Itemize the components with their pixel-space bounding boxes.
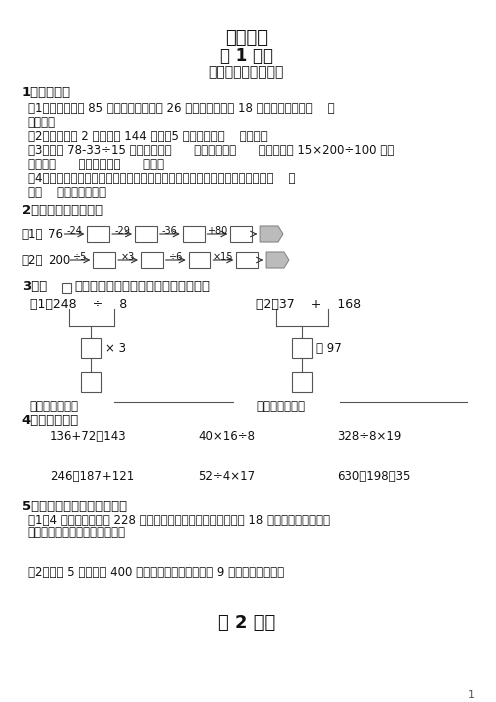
Text: 200: 200 (48, 255, 70, 267)
Text: 1: 1 (468, 690, 475, 700)
Text: （2）一辆轿车 2 小时行驶 144 千米，5 小时能行驶（    ）千米。: （2）一辆轿车 2 小时行驶 144 千米，5 小时能行驶（ ）千米。 (28, 129, 267, 143)
Text: × 3: × 3 (105, 341, 126, 355)
Text: 1、填一填。: 1、填一填。 (22, 86, 71, 98)
Text: 列出综合算式：: 列出综合算式： (256, 399, 305, 413)
Text: +80: +80 (207, 226, 228, 236)
Bar (236, 252, 258, 268)
Text: 要先算（      ）法，再算（      ）法。: 要先算（ ）法，再算（ ）法。 (28, 157, 164, 171)
Text: ÷5: ÷5 (73, 252, 88, 262)
Text: ×3: ×3 (121, 252, 135, 262)
Text: 这列火车一共可以运煤多少吨？: 这列火车一共可以运煤多少吨？ (28, 526, 126, 540)
Text: 630－198－35: 630－198－35 (338, 470, 411, 482)
Text: 第 1 课时: 第 1 课时 (220, 47, 273, 65)
Text: 4、脱式计算。: 4、脱式计算。 (22, 413, 79, 427)
Text: （2）: （2） (22, 255, 43, 267)
Bar (62, 283, 71, 293)
Polygon shape (266, 252, 289, 268)
Text: 列出综合算式：: 列出综合算式： (30, 399, 79, 413)
Text: -36: -36 (162, 226, 178, 236)
Bar (230, 226, 252, 242)
Text: 第 2 课时: 第 2 课时 (218, 614, 275, 632)
Text: 136+72－143: 136+72－143 (50, 430, 126, 442)
Bar (135, 226, 157, 242)
Bar (292, 372, 312, 392)
Text: 246－187+121: 246－187+121 (50, 470, 134, 482)
Text: 40×16÷8: 40×16÷8 (198, 430, 255, 442)
Text: -24: -24 (66, 226, 82, 236)
Text: 加减、乘除混合运算: 加减、乘除混合运算 (208, 65, 284, 79)
Text: （2）小明 5 分钟跑了 400 米，照这样的速度，小明 9 分钟能跑多少米？: （2）小明 5 分钟跑了 400 米，照这样的速度，小明 9 分钟能跑多少米？ (28, 567, 284, 579)
Text: （1）248    ÷    8: （1）248 ÷ 8 (30, 298, 127, 310)
Text: （1）: （1） (22, 228, 43, 241)
Text: 328÷8×19: 328÷8×19 (338, 430, 402, 442)
Text: -29: -29 (114, 226, 130, 236)
Bar (87, 226, 109, 242)
Bar (81, 372, 101, 392)
Text: 52÷4×17: 52÷4×17 (198, 470, 256, 482)
Bar (183, 226, 204, 242)
Text: 2、比一比，谁最快。: 2、比一比，谁最快。 (22, 204, 103, 216)
Text: 四则运算: 四则运算 (225, 29, 268, 47)
Text: ×15: ×15 (213, 252, 234, 262)
Bar (292, 338, 312, 358)
Text: （2）37    +    168: （2）37 + 168 (256, 298, 361, 310)
Text: （1）4 节车厢一共装煤 228 吨，照这样计算，如果一列火车有 18 节这样的车厢，那么: （1）4 节车厢一共装煤 228 吨，照这样计算，如果一列火车有 18 节这样的… (28, 513, 330, 526)
Text: － 97: － 97 (316, 341, 341, 355)
Bar (93, 252, 115, 268)
Text: （4）在没有括号的算式里，如果只有加、减法或者只有乘、除法，都要按从（    ）: （4）在没有括号的算式里，如果只有加、减法或者只有乘、除法，都要按从（ ） (28, 171, 295, 185)
Text: 5、列综合算式，解决问题。: 5、列综合算式，解决问题。 (22, 500, 127, 512)
Bar (188, 252, 210, 268)
Text: 3、在: 3、在 (22, 279, 47, 293)
Text: （1）食品超市有 85 箱饮料，上午卖出 26 箱，下午又运来 18 箱，超市现在有（    ）: （1）食品超市有 85 箱饮料，上午卖出 26 箱，下午又运来 18 箱，超市现… (28, 102, 334, 114)
Text: 里填上适当的数，然后列出综合算式。: 里填上适当的数，然后列出综合算式。 (74, 279, 210, 293)
Text: （3）计算 78-33÷15 时，要先算（      ）法，再算（      ）法。计算 15×200÷100 时，: （3）计算 78-33÷15 时，要先算（ ）法，再算（ ）法。计算 15×20… (28, 143, 394, 157)
Text: 箱饮料。: 箱饮料。 (28, 116, 56, 128)
Text: 往（    ）的顺序计算。: 往（ ）的顺序计算。 (28, 185, 106, 199)
Polygon shape (260, 226, 283, 242)
Bar (81, 338, 101, 358)
Text: 76: 76 (48, 228, 62, 241)
Text: ÷6: ÷6 (169, 252, 183, 262)
Bar (141, 252, 163, 268)
